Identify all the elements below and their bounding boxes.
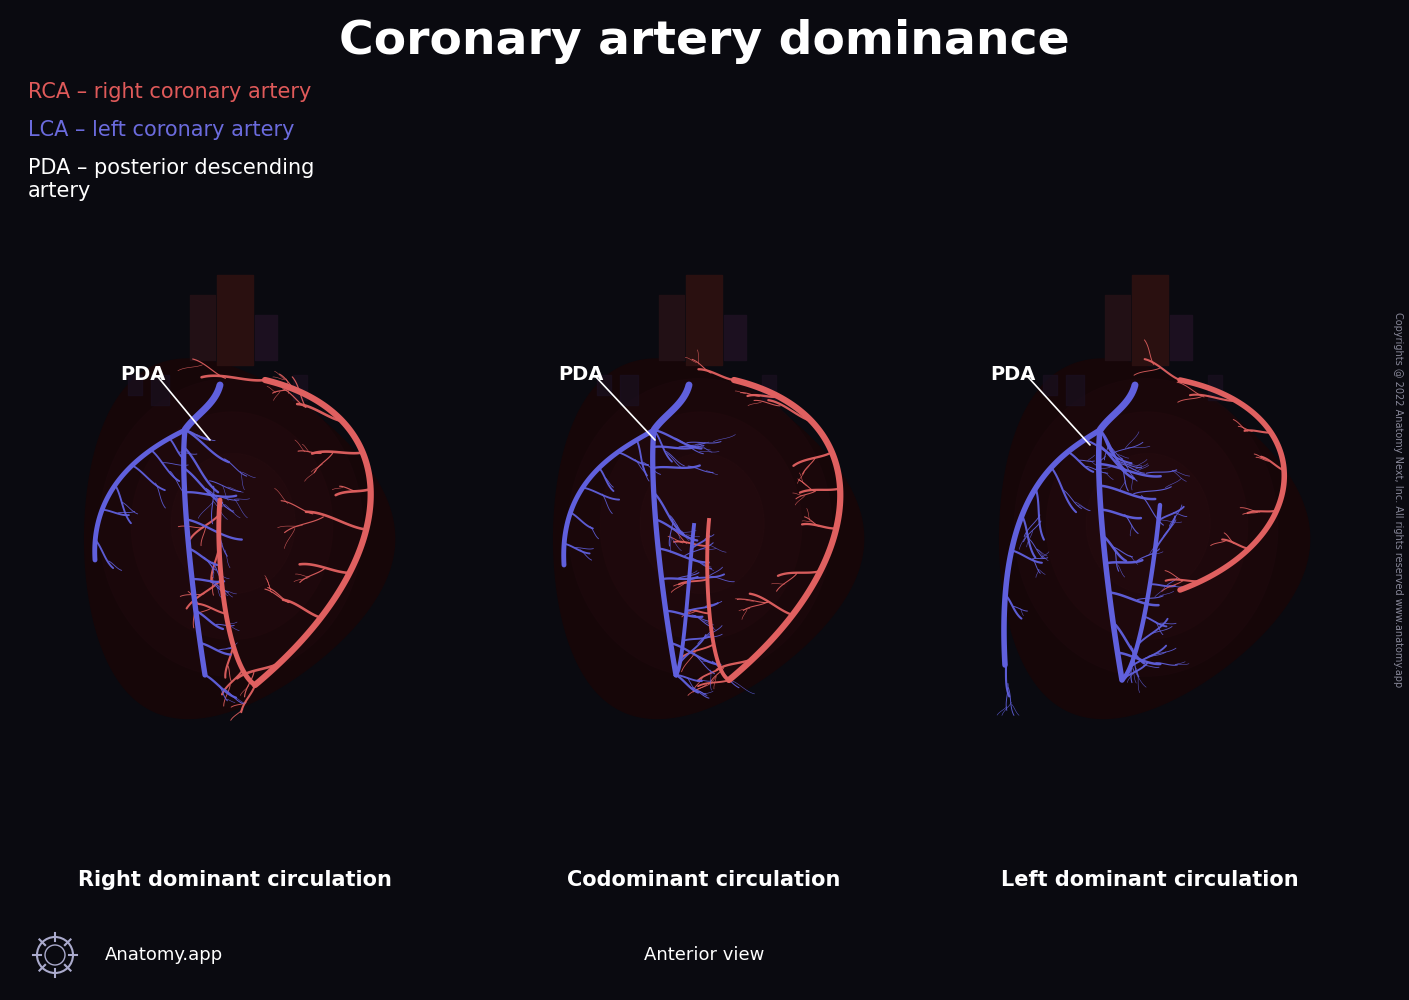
Text: Right dominant circulation: Right dominant circulation <box>77 870 392 890</box>
Polygon shape <box>554 359 864 718</box>
Text: RCA – right coronary artery: RCA – right coronary artery <box>28 82 311 102</box>
Polygon shape <box>1047 412 1248 639</box>
Text: Coronary artery dominance: Coronary artery dominance <box>338 19 1069 64</box>
Polygon shape <box>131 412 333 639</box>
Polygon shape <box>568 379 831 676</box>
Text: PDA – posterior descending
artery: PDA – posterior descending artery <box>28 158 314 201</box>
Polygon shape <box>99 379 362 676</box>
Polygon shape <box>600 412 802 639</box>
Polygon shape <box>999 359 1309 718</box>
Text: Copyrights @ 2022 Anatomy Next, Inc. All rights reserved www.anatomy.app: Copyrights @ 2022 Anatomy Next, Inc. All… <box>1394 312 1403 688</box>
Polygon shape <box>640 454 764 593</box>
Text: PDA: PDA <box>991 365 1036 384</box>
Text: PDA: PDA <box>558 365 603 384</box>
Polygon shape <box>1014 379 1278 676</box>
Text: PDA: PDA <box>120 365 165 384</box>
Text: LCA – left coronary artery: LCA – left coronary artery <box>28 120 294 140</box>
Polygon shape <box>85 359 395 718</box>
Text: Left dominant circulation: Left dominant circulation <box>1002 870 1299 890</box>
Polygon shape <box>170 454 294 593</box>
Text: Anterior view: Anterior view <box>644 946 764 964</box>
Polygon shape <box>1086 454 1210 593</box>
Text: Codominant circulation: Codominant circulation <box>568 870 841 890</box>
Text: Anatomy.app: Anatomy.app <box>106 946 223 964</box>
